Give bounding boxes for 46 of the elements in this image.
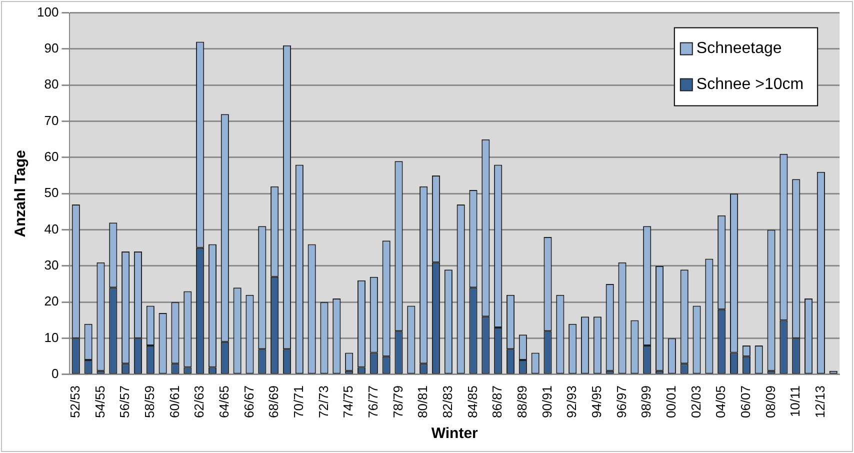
x-tick-label: 52/53 xyxy=(67,385,82,418)
y-tick-label: 10 xyxy=(44,330,59,345)
y-tick-label: 90 xyxy=(44,40,59,56)
x-tick-label: 72/73 xyxy=(316,385,331,418)
x-tick-label: 94/95 xyxy=(589,385,604,418)
x-tick-label: 04/05 xyxy=(713,385,728,418)
y-tick-label: 70 xyxy=(44,112,59,128)
x-tick-label: 96/97 xyxy=(614,385,629,418)
x-tick-label: 98/99 xyxy=(638,385,654,418)
x-tick-label: 74/75 xyxy=(340,385,356,418)
x-tick-label: 70/71 xyxy=(290,385,306,418)
x-tick-label: 00/01 xyxy=(664,385,679,418)
y-axis-title: Anzahl Tage xyxy=(12,150,30,238)
x-tick-label: 06/07 xyxy=(738,385,754,418)
x-tick-label: 12/13 xyxy=(812,385,828,418)
legend-label: Schnee >10cm xyxy=(696,76,804,94)
y-tick-label: 0 xyxy=(51,366,59,382)
y-tick-label: 50 xyxy=(44,185,59,200)
y-tick-label: 60 xyxy=(44,149,59,164)
x-tick-label: 02/03 xyxy=(688,385,704,418)
x-tick-label: 66/67 xyxy=(241,385,256,418)
x-axis-title: Winter xyxy=(431,425,478,442)
x-tick-label: 56/57 xyxy=(117,385,132,418)
x-tick-label: 60/61 xyxy=(166,385,182,418)
x-tick-label: 92/93 xyxy=(564,385,580,418)
x-tick-label: 62/63 xyxy=(192,385,207,418)
x-tick-label: 86/87 xyxy=(490,385,505,418)
x-tick-label: 10/11 xyxy=(788,385,803,418)
x-tick-label: 54/55 xyxy=(92,385,108,418)
y-tick-label: 40 xyxy=(44,221,59,236)
y-tick-label: 100 xyxy=(36,4,59,20)
x-tick-label: 90/91 xyxy=(539,385,554,418)
x-tick-label: 58/59 xyxy=(142,385,157,418)
x-tick-label: 84/85 xyxy=(464,385,480,418)
x-tick-label: 76/77 xyxy=(365,385,380,418)
x-tick-label: 68/69 xyxy=(266,385,282,418)
legend-label: Schneetage xyxy=(696,40,782,58)
y-tick-label: 20 xyxy=(44,294,59,309)
x-tick-label: 08/09 xyxy=(762,385,778,418)
x-tick-label: 78/79 xyxy=(390,385,406,418)
y-tick-label: 30 xyxy=(44,258,59,273)
x-tick-label: 80/81 xyxy=(415,385,430,418)
x-tick-label: 64/65 xyxy=(216,385,232,418)
x-tick-label: 82/83 xyxy=(440,385,456,418)
y-tick-label: 80 xyxy=(44,76,59,92)
x-tick-label: 88/89 xyxy=(514,385,530,418)
